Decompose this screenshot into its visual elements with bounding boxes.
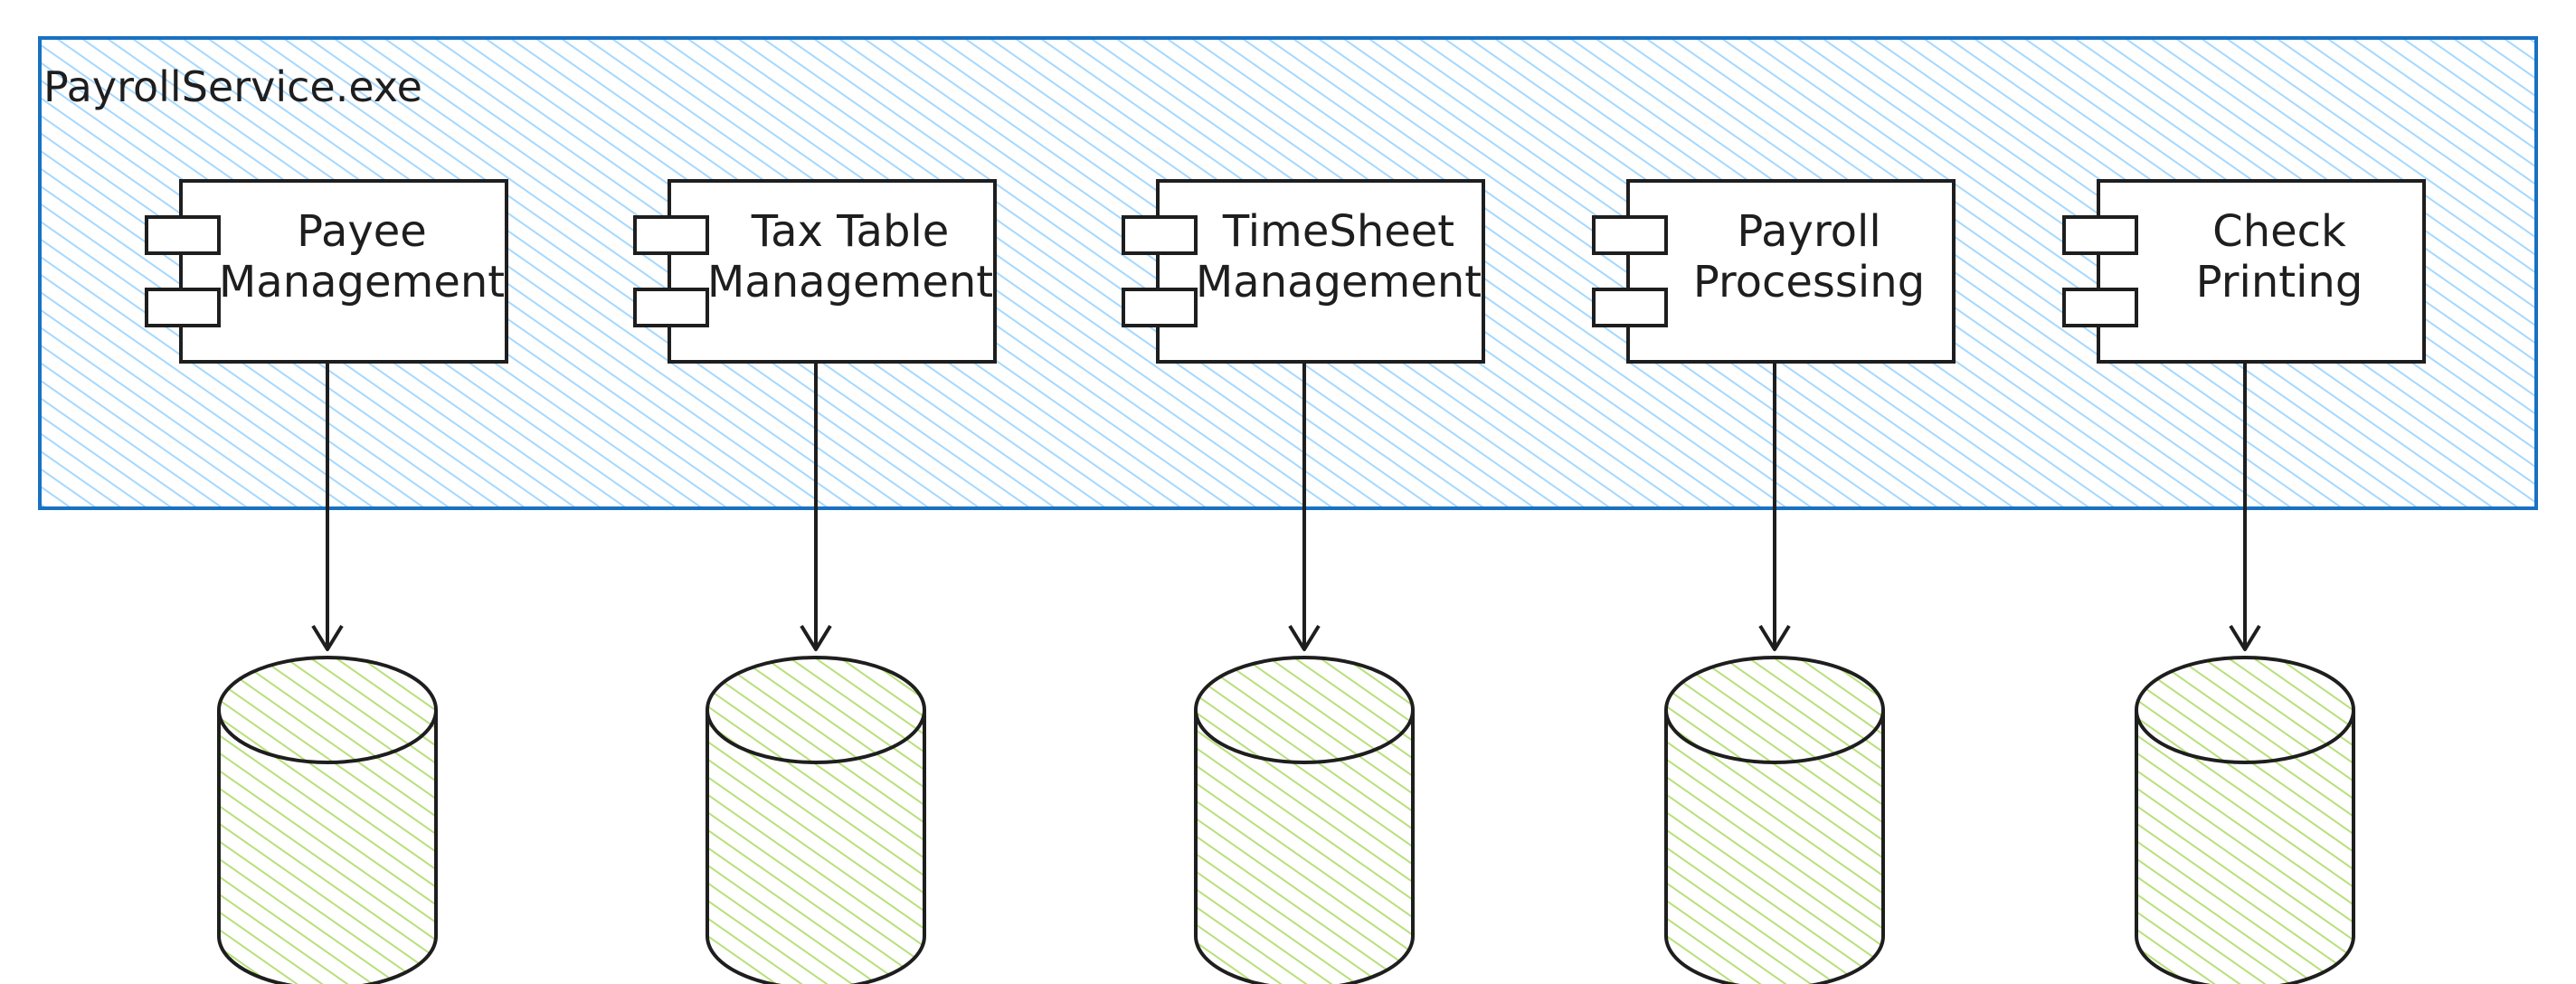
arrow-head-icon [800, 624, 832, 651]
component-port-icon [145, 215, 221, 255]
database-top-rim [2135, 709, 2355, 764]
component-label-line: Payee [297, 206, 427, 257]
database-payee[interactable] [217, 656, 438, 984]
database-body [706, 656, 926, 984]
component-port-icon [2062, 215, 2138, 255]
database-body [1664, 656, 1885, 984]
arrow-head-icon [1758, 624, 1791, 651]
arrow-head-icon [2229, 624, 2261, 651]
database-body [217, 656, 438, 984]
component-label-line: Management [1196, 257, 1482, 308]
component-box [179, 179, 508, 364]
component-label-line: TimeSheet [1222, 206, 1454, 257]
component-port-icon [1122, 215, 1198, 255]
database-body [2135, 656, 2355, 984]
database-top-rim [706, 709, 926, 764]
component-box [2097, 179, 2426, 364]
arrow-payroll[interactable] [1758, 362, 1791, 651]
component-port-icon [1122, 288, 1198, 327]
component-port-icon [145, 288, 221, 327]
arrow-head-icon [1288, 624, 1321, 651]
container-label: PayrollService.exe [43, 62, 422, 111]
database-body [1194, 656, 1415, 984]
component-port-icon [1592, 288, 1668, 327]
database-top-rim [1194, 709, 1415, 764]
arrows-layer [311, 362, 2261, 651]
component-port-icon [633, 288, 709, 327]
component-label-line: Printing [2196, 257, 2363, 308]
database-payroll[interactable] [1664, 656, 1885, 984]
database-taxtable[interactable] [706, 656, 926, 984]
databases-layer [217, 656, 2355, 984]
component-label-line: Management [219, 257, 505, 308]
component-port-icon [2062, 288, 2138, 327]
component-box [1626, 179, 1956, 364]
component-box [1156, 179, 1485, 364]
arrow-taxtable[interactable] [800, 362, 832, 651]
database-check[interactable] [2135, 656, 2355, 984]
database-timesheet[interactable] [1194, 656, 1415, 984]
database-top-rim [217, 709, 438, 764]
component-label-line: Tax Table [751, 206, 950, 257]
component-port-icon [633, 215, 709, 255]
database-top-rim [1664, 709, 1885, 764]
arrow-timesheet[interactable] [1288, 362, 1321, 651]
component-port-icon [1592, 215, 1668, 255]
component-box [668, 179, 997, 364]
arrow-check[interactable] [2229, 362, 2261, 651]
component-label-line: Payroll [1737, 206, 1880, 257]
component-label-line: Management [707, 257, 993, 308]
arrow-head-icon [311, 624, 344, 651]
component-label-line: Check [2212, 206, 2346, 257]
component-label-line: Processing [1693, 257, 1925, 308]
arrow-payee[interactable] [311, 362, 344, 651]
